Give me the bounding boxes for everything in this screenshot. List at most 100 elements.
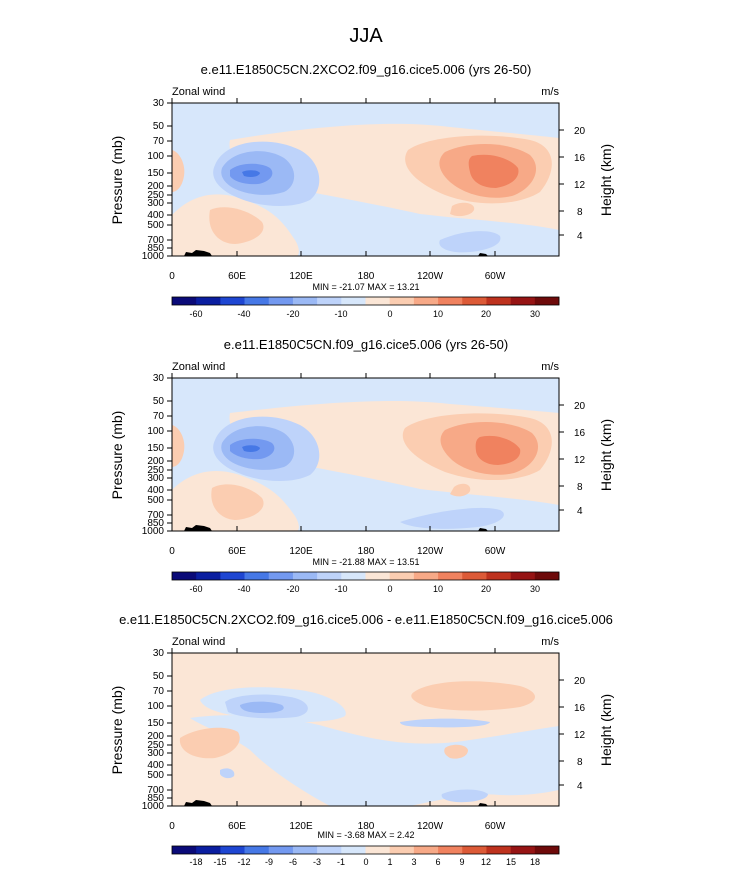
- panel-1-cb-label-10: 10: [433, 309, 443, 319]
- colorbar-cell: [413, 297, 439, 305]
- panel-1-ylabel-400: 400: [147, 210, 164, 221]
- panel-1-y2label-8: 8: [577, 207, 583, 218]
- panel-3-cb-label-m9: -9: [265, 857, 273, 867]
- panel-3-title: e.e11.E1850C5CN.2XCO2.f09_g16.cice5.006 …: [119, 612, 613, 627]
- panel-3-cb-label-m3: -3: [313, 857, 321, 867]
- panel-2-title: e.e11.E1850C5CN.f09_g16.cice5.006 (yrs 2…: [224, 337, 509, 352]
- panel-2-cb-label-10: 10: [433, 584, 443, 594]
- panel-3-positive-left: [179, 727, 240, 759]
- panel-3-ticks: [167, 648, 564, 807]
- panel-1-ylabel-30: 30: [153, 98, 165, 109]
- panel-3-ylabel-700: 700: [147, 785, 164, 796]
- panel-3-ylabel: Pressure (mb): [109, 686, 125, 775]
- panel-2-ylabel-400: 400: [147, 485, 164, 496]
- panel-1: e.e11.E1850C5CN.2XCO2.f09_g16.cice5.006 …: [109, 62, 614, 319]
- panel-2-ylabel-1000: 1000: [142, 526, 165, 537]
- colorbar-frame: [171, 296, 560, 306]
- colorbar-cell: [292, 846, 318, 854]
- panel-3-negative-right-patch: [538, 746, 559, 769]
- colorbar-cell: [220, 846, 245, 854]
- panel-3-cb-label-m1: -1: [337, 857, 345, 867]
- panel-2-y-tick-labels: 30 50 70 100 150 200 250 300 400 500 700…: [142, 373, 165, 537]
- colorbar-cell: [244, 846, 270, 854]
- panel-3-cb-label-12: 12: [481, 857, 491, 867]
- panel-3-ylabel-100: 100: [147, 701, 164, 712]
- panel-2-ylabel-70: 70: [153, 411, 165, 422]
- colorbar-cell: [317, 297, 342, 305]
- panel-2-y2label-4: 4: [577, 506, 583, 517]
- panel-3-ylabel-30: 30: [153, 648, 165, 659]
- panel-2-xlabel-0: 0: [169, 546, 175, 557]
- panel-3-negative-broad-band: [190, 715, 559, 806]
- panel-1-xlabel-180: 180: [358, 271, 375, 282]
- colorbar-cell: [486, 572, 511, 580]
- panel-1-y2label-16: 16: [574, 153, 586, 164]
- panel-3-ylabel-200: 200: [147, 731, 164, 742]
- panel-1-cb-label-m40: -40: [237, 309, 250, 319]
- panel-3-negative-streak: [400, 718, 490, 728]
- panel-2-y2label: Height (km): [598, 419, 614, 491]
- panel-3-colorbar-labels: -18 -15 -12 -9 -6 -3 -1 0 1 3 6 9 12 15 …: [189, 857, 540, 867]
- panel-1-ylabel-70: 70: [153, 136, 165, 147]
- panel-1-xlabel-60e: 60E: [228, 271, 246, 282]
- panel-3-cb-label-m15: -15: [213, 857, 226, 867]
- panel-2-ylabel-300: 300: [147, 473, 164, 484]
- colorbar-cell: [220, 572, 245, 580]
- colorbar-cell: [341, 297, 366, 305]
- panel-3-y2-tick-labels: 20 16 12 8 4: [574, 676, 586, 792]
- colorbar-cell: [365, 572, 390, 580]
- colorbar-cell: [534, 297, 560, 305]
- panel-1-ylabel: Pressure (mb): [109, 136, 125, 225]
- panel-2-cb-label-m40: -40: [237, 584, 250, 594]
- panel-3-variable: Zonal wind: [172, 636, 225, 648]
- panel-2-y2label-8: 8: [577, 482, 583, 493]
- panel-2-negative-lower-patch: [400, 507, 504, 529]
- panel-3-y-tick-labels: 30 50 70 100 150 200 250 300 400 500 700…: [142, 648, 165, 812]
- colorbar-cell: [196, 297, 221, 305]
- colorbar-cell: [510, 572, 536, 580]
- colorbar-cell: [244, 572, 270, 580]
- panel-3-xlabel-180: 180: [358, 821, 375, 832]
- panel-1-y2-tick-labels: 20 16 12 8 4: [574, 126, 586, 242]
- panel-1-xlabel-60w: 60W: [485, 271, 506, 282]
- panel-2-colorbar-cells: [171, 571, 560, 581]
- panel-2-negative-core-25: [242, 445, 260, 452]
- panel-1-positive-left-edge: [172, 150, 185, 192]
- panel-1-plot: [167, 98, 564, 257]
- panel-2-ylabel-100: 100: [147, 426, 164, 437]
- panel-3-ylabel-500: 500: [147, 770, 164, 781]
- colorbar-cell: [534, 572, 560, 580]
- panel-1-ylabel-700: 700: [147, 235, 164, 246]
- panel-1-xlabel-120w: 120W: [417, 271, 444, 282]
- colorbar-cell: [534, 846, 560, 854]
- panel-2-y2label-16: 16: [574, 428, 586, 439]
- panel-3-ylabel-150: 150: [147, 718, 164, 729]
- panel-1-y2label-4: 4: [577, 231, 583, 242]
- panel-3-ylabel-70: 70: [153, 686, 165, 697]
- panel-1-colorbar: -60 -40 -20 -10 0 10 20 30: [171, 296, 560, 319]
- colorbar-cell: [438, 572, 463, 580]
- panel-2-ylabel: Pressure (mb): [109, 411, 125, 500]
- colorbar-cell: [365, 846, 390, 854]
- panel-3-xlabel-120e: 120E: [289, 821, 313, 832]
- panel-3-ylabel-400: 400: [147, 760, 164, 771]
- colorbar-cell: [317, 572, 342, 580]
- colorbar-frame: [171, 571, 560, 581]
- panel-2-ylabel-150: 150: [147, 443, 164, 454]
- panel-1-cb-label-0: 0: [387, 309, 392, 319]
- panel-3-y2label-20: 20: [574, 676, 586, 687]
- panel-3-ylabel-50: 50: [153, 671, 165, 682]
- panel-2-ticks: [167, 373, 564, 532]
- panel-2-xlabel-120e: 120E: [289, 546, 313, 557]
- panel-2-y2label-20: 20: [574, 401, 586, 412]
- panel-1-x-tick-labels: 0 60E 120E 180 120W 60W: [169, 271, 506, 282]
- colorbar-cell: [341, 572, 366, 580]
- panel-3-negative-left-patch: [220, 768, 235, 779]
- colorbar-cell: [172, 297, 197, 305]
- colorbar-cell: [510, 297, 536, 305]
- panel-2-cb-label-m60: -60: [189, 584, 202, 594]
- colorbar-cell: [341, 846, 366, 854]
- panel-3-y2label-16: 16: [574, 703, 586, 714]
- panel-1-units: m/s: [541, 86, 559, 98]
